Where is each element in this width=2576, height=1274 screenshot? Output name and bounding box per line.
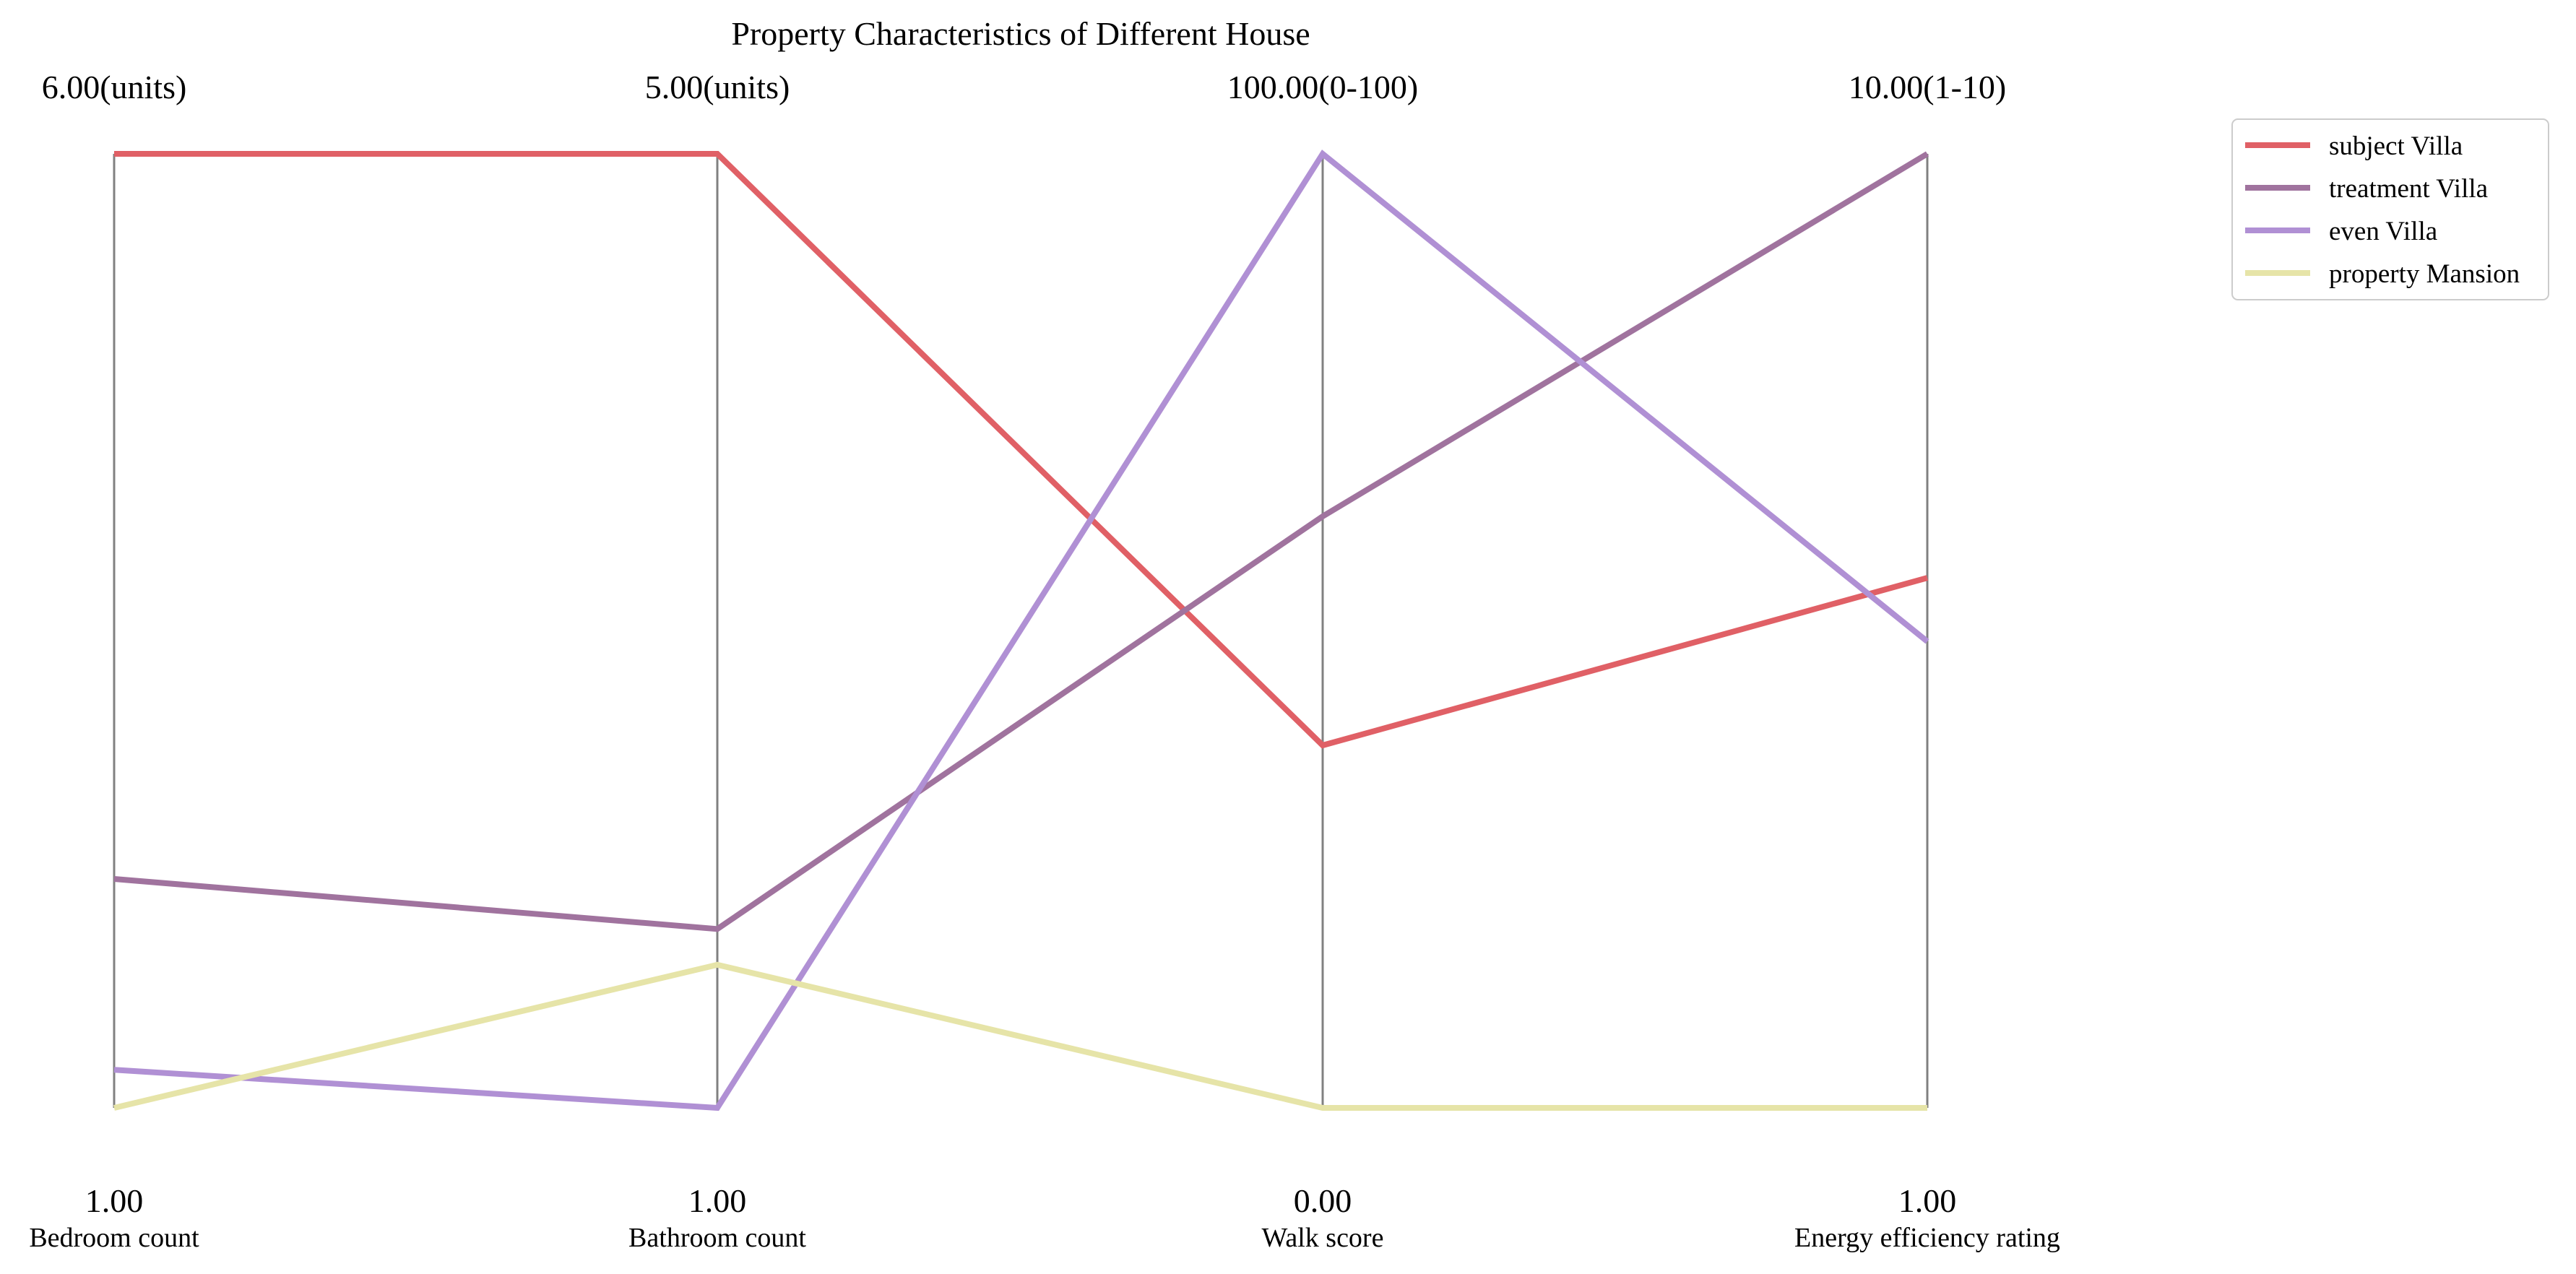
axis-max-label: 10.00(1-10) — [1849, 69, 2006, 105]
axis-title: Walk score — [1262, 1223, 1384, 1253]
series-line — [114, 151, 1929, 749]
axis-title: Bedroom count — [29, 1223, 199, 1253]
axis-min-label: 0.00 — [1294, 1182, 1352, 1219]
series-layer — [113, 150, 1929, 1112]
axis-max-label: 100.00(0-100) — [1227, 69, 1418, 105]
series-line — [113, 961, 1927, 1111]
axis-min-label: 1.00 — [1898, 1182, 1957, 1219]
axes-layer: 6.00(units) 1.00 Bedroom count 5.00(units) 1… — [29, 69, 2060, 1253]
legend-entry: subject Villa — [2329, 131, 2463, 161]
axis-max-label: 6.00(units) — [42, 69, 187, 105]
legend-entry: even Villa — [2329, 217, 2437, 246]
axis-title: Bathroom count — [628, 1223, 806, 1253]
legend-frame — [2231, 118, 2549, 300]
legend-entry: treatment Villa — [2329, 174, 2488, 204]
axis-max-label: 5.00(units) — [645, 69, 790, 105]
axis-min-label: 1.00 — [688, 1182, 747, 1219]
axis-min-label: 1.00 — [85, 1182, 144, 1219]
series-line — [113, 151, 1929, 932]
chart-title: Property Characteristics of Different Ho… — [731, 15, 1310, 52]
legend-entry: property Mansion — [2329, 259, 2520, 289]
legend: subject Villa treatment Villa even Villa pr… — [2231, 118, 2549, 300]
series-line — [113, 150, 1929, 1112]
axis-title: Energy efficiency rating — [1794, 1223, 2060, 1253]
